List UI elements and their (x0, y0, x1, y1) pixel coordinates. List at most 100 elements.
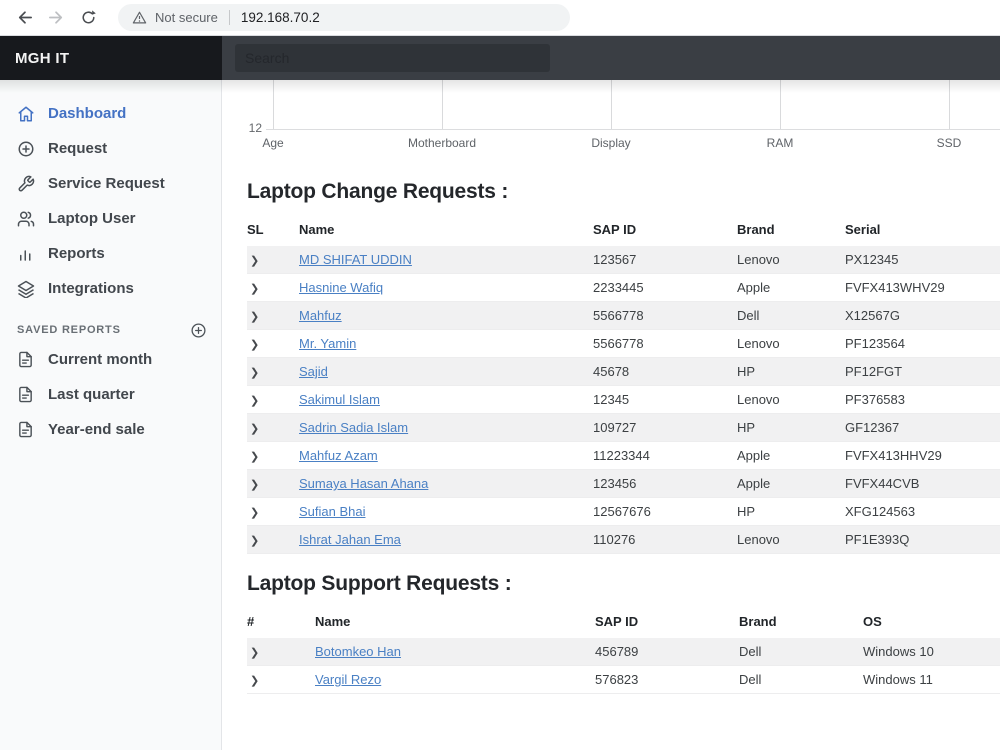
employee-name-link[interactable]: Mahfuz (299, 308, 342, 323)
sidebar-item-label: Reports (48, 245, 105, 262)
employee-name-link[interactable]: Vargil Rezo (315, 672, 382, 687)
cell-serial: X12567G (845, 308, 900, 323)
cell-brand: HP (737, 364, 756, 379)
cell-sap-id: 456789 (595, 644, 639, 659)
expand-row-chevron-icon[interactable]: ❯ (250, 367, 260, 379)
chart-x-label: Motherboard (407, 136, 477, 150)
forward-arrow-icon (48, 11, 62, 24)
expand-row-chevron-icon[interactable]: ❯ (250, 479, 260, 491)
table-row: ❯ Ishrat Jahan Ema 110276 Lenovo PF1E393… (247, 526, 1000, 554)
table-header-row: SL Name SAP ID Brand Serial (247, 217, 1000, 246)
table-row: ❯ Sumaya Hasan Ahana 123456 Apple FVFX44… (247, 470, 1000, 498)
laptop-change-requests-section: Laptop Change Requests : SL Name SAP ID … (222, 180, 1000, 554)
cell-brand: Dell (739, 672, 762, 687)
support-requests-table: # Name SAP ID Brand OS ❯ Botomkeo Han 45… (247, 609, 1000, 694)
address-bar[interactable]: Not secure 192.168.70.2 (118, 4, 570, 31)
expand-row-chevron-icon[interactable]: ❯ (250, 339, 260, 351)
expand-row-chevron-icon[interactable]: ❯ (250, 395, 260, 407)
sidebar-item-current-month[interactable]: Current month (0, 342, 221, 377)
column-header-name: Name (299, 222, 335, 237)
cell-sap-id: 2233445 (593, 280, 644, 295)
sidebar-item-label: Service Request (48, 175, 165, 192)
employee-name-link[interactable]: Mahfuz Azam (299, 448, 378, 463)
cell-brand: Lenovo (737, 532, 780, 547)
expand-row-chevron-icon[interactable]: ❯ (250, 423, 260, 435)
employee-name-link[interactable]: Sufian Bhai (299, 504, 366, 519)
cell-sap-id: 12567676 (593, 504, 651, 519)
add-report-button[interactable] (190, 322, 207, 339)
sidebar-item-year-end-sale[interactable]: Year-end sale (0, 412, 221, 447)
table-row: ❯ Mahfuz 5566778 Dell X12567G (247, 302, 1000, 330)
sidebar-item-service-request[interactable]: Service Request (0, 166, 221, 201)
sidebar-item-request[interactable]: Request (0, 131, 221, 166)
expand-row-chevron-icon[interactable]: ❯ (250, 311, 260, 323)
employee-name-link[interactable]: MD SHIFAT UDDIN (299, 252, 412, 267)
browser-refresh-button[interactable] (74, 4, 102, 32)
chart-x-label: SSD (936, 136, 962, 150)
expand-row-chevron-icon[interactable]: ❯ (250, 451, 260, 463)
sidebar-item-integrations[interactable]: Integrations (0, 271, 221, 306)
cell-brand: Dell (739, 644, 762, 659)
address-divider (228, 10, 230, 25)
cell-brand: HP (737, 420, 756, 435)
expand-row-chevron-icon[interactable]: ❯ (250, 283, 260, 295)
chart-x-axis-region: 12 Age Motherboard Display RAM SSD (222, 80, 1000, 150)
column-header-sap-id: SAP ID (593, 222, 637, 237)
cell-serial: GF12367 (845, 420, 900, 435)
app-logo: MGH IT (0, 36, 222, 80)
file-icon (17, 421, 35, 439)
table-header-row: # Name SAP ID Brand OS (247, 609, 1000, 638)
expand-row-chevron-icon[interactable]: ❯ (250, 535, 260, 547)
expand-row-chevron-icon[interactable]: ❯ (250, 255, 260, 267)
employee-name-link[interactable]: Sakimul Islam (299, 392, 380, 407)
change-requests-table-body: ❯ MD SHIFAT UDDIN 123567 Lenovo PX12345 … (247, 246, 1000, 554)
saved-reports-label: SAVED REPORTS (17, 324, 121, 336)
column-header-sl: SL (247, 222, 264, 237)
cell-sap-id: 110276 (593, 532, 636, 547)
saved-reports-header: SAVED REPORTS (0, 318, 221, 342)
file-icon (17, 351, 35, 369)
employee-name-link[interactable]: Ishrat Jahan Ema (299, 532, 401, 547)
plus-circle-icon (17, 140, 35, 158)
column-header-brand: Brand (739, 614, 777, 629)
wrench-icon (17, 175, 35, 193)
employee-name-link[interactable]: Sajid (299, 364, 328, 379)
chart-x-label: Age (262, 136, 284, 150)
column-header-sap-id: SAP ID (595, 614, 639, 629)
expand-row-chevron-icon[interactable]: ❯ (250, 507, 260, 519)
security-label: Not secure (155, 10, 218, 25)
table-row: ❯ Mahfuz Azam 11223344 Apple FVFX413HHV2… (247, 442, 1000, 470)
file-icon (17, 386, 35, 404)
sidebar-item-dashboard[interactable]: Dashboard (0, 96, 221, 131)
cell-brand: Lenovo (737, 392, 780, 407)
browser-forward-button[interactable] (42, 4, 70, 32)
column-header-os: OS (863, 614, 882, 629)
table-row: ❯ Sadrin Sadia Islam 109727 HP GF12367 (247, 414, 1000, 442)
browser-back-button[interactable] (10, 4, 38, 32)
sidebar-item-laptop-user[interactable]: Laptop User (0, 201, 221, 236)
table-row: ❯ Botomkeo Han 456789 Dell Windows 10 (247, 638, 1000, 666)
employee-name-link[interactable]: Mr. Yamin (299, 336, 357, 351)
browser-chrome: Not secure 192.168.70.2 (0, 0, 1000, 36)
search-input[interactable] (235, 44, 550, 72)
sidebar-item-last-quarter[interactable]: Last quarter (0, 377, 221, 412)
employee-name-link[interactable]: Hasnine Wafiq (299, 280, 384, 295)
employee-name-link[interactable]: Botomkeo Han (315, 644, 401, 659)
laptop-support-requests-section: Laptop Support Requests : # Name SAP ID … (222, 572, 1000, 694)
cell-serial: PF12FGT (845, 364, 903, 379)
employee-name-link[interactable]: Sadrin Sadia Islam (299, 420, 409, 435)
cell-serial: PF123564 (845, 336, 905, 351)
column-header-brand: Brand (737, 222, 775, 237)
sidebar-item-reports[interactable]: Reports (0, 236, 221, 271)
chart-y-tick: 12 (248, 121, 262, 135)
expand-row-chevron-icon[interactable]: ❯ (250, 647, 260, 659)
sidebar-item-label: Year-end sale (48, 421, 145, 438)
cell-os: Windows 10 (863, 644, 934, 659)
employee-name-link[interactable]: Sumaya Hasan Ahana (299, 476, 429, 491)
chart-gridline (442, 80, 443, 129)
cell-serial: XFG124563 (845, 504, 916, 519)
cell-sap-id: 109727 (593, 420, 637, 435)
cell-serial: PX12345 (845, 252, 899, 267)
sidebar-item-label: Request (48, 140, 108, 157)
expand-row-chevron-icon[interactable]: ❯ (250, 675, 260, 687)
